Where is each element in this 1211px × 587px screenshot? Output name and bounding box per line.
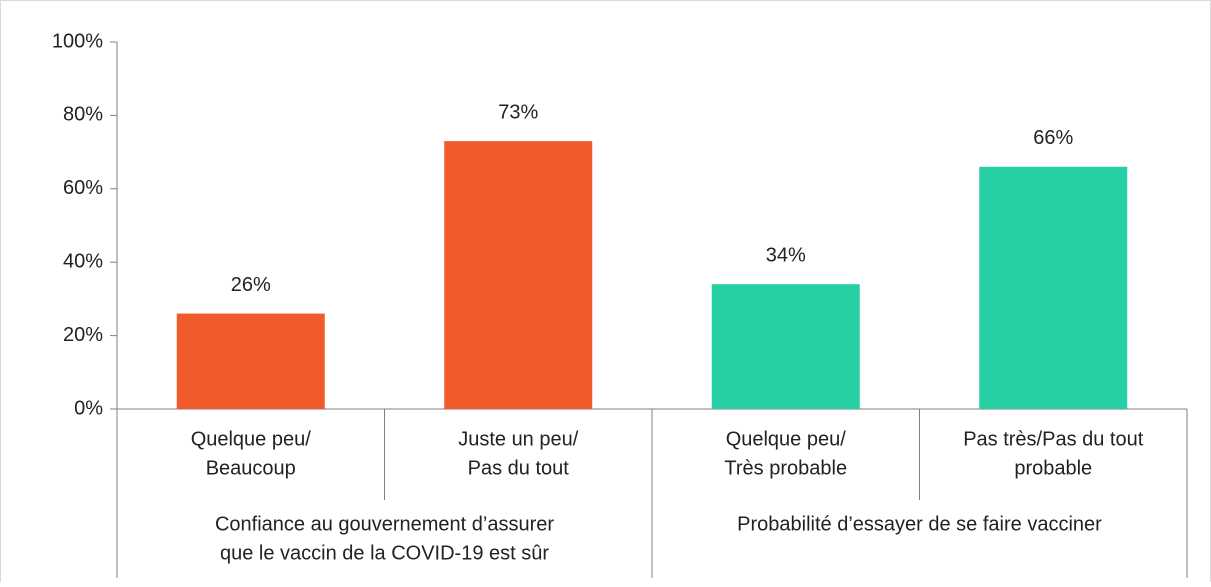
x-tick-label: Beaucoup [206,457,296,479]
x-tick-label: Quelque peu/ [191,428,312,450]
group-label: Probabilité d’essayer de se faire vaccin… [737,513,1102,535]
y-tick-label: 0% [74,397,103,419]
bar [176,313,325,409]
y-tick-label: 40% [63,250,103,272]
value-label: 66% [1033,127,1073,149]
bar [444,141,593,409]
x-tick-label: Quelque peu/ [726,428,847,450]
x-tick-label: probable [1014,457,1092,479]
y-tick-label: 60% [63,177,103,199]
x-tick-label: Pas du tout [468,457,570,479]
y-tick-label: 80% [63,104,103,126]
x-tick-label: Pas très/Pas du tout [963,428,1144,450]
value-label: 73% [498,101,538,123]
group-label: Confiance au gouvernement d’assurer [215,513,554,535]
group-label: que le vaccin de la COVID-19 est sûr [220,542,549,564]
x-tick-label: Juste un peu/ [458,428,579,450]
value-label: 26% [231,274,271,296]
x-tick-label: Très probable [724,457,847,479]
bar [711,284,860,409]
value-label: 34% [766,245,806,267]
y-tick-label: 100% [52,30,103,52]
bar [979,166,1128,409]
y-tick-label: 20% [63,324,103,346]
